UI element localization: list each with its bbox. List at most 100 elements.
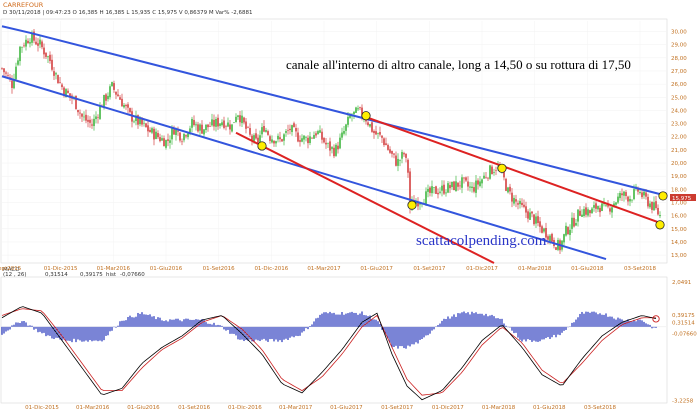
price-candle [483,175,485,179]
macd-histogram-bar [101,326,103,342]
price-candle [427,188,429,192]
price-candle [511,192,513,202]
macd-histogram-bar [61,326,63,341]
macd-histogram-bar [175,318,177,327]
macd-histogram-bar [239,326,241,340]
macd-histogram-bar [243,326,245,342]
macd-histogram-bar [249,326,251,340]
price-candle [611,207,613,213]
macd-histogram-bar [431,326,433,331]
circle-markers [257,111,668,230]
price-candle [451,181,453,188]
circle-marker [407,200,417,210]
price-candle [455,181,457,192]
price-candle [521,202,523,205]
macd-histogram-bar [237,326,239,340]
price-candle [649,203,651,208]
price-candle [241,115,243,124]
macd-histogram-bar [651,326,653,329]
price-candle [99,106,101,119]
macd-y-tick: 0,39175 [672,313,695,319]
price-candle [381,135,383,138]
macd-histogram-bar [7,326,9,331]
price-candle [477,180,479,185]
price-candle [145,123,147,128]
macd-histogram-bar [419,326,421,340]
trend-channels [1,25,663,264]
price-candle [59,82,61,83]
price-y-tick: 13,00 [671,253,687,259]
price-candle [639,192,641,194]
macd-histogram-bar [535,326,537,342]
macd-histogram-bar [261,326,263,340]
macd-histogram-bar [627,319,629,327]
price-candle [23,45,25,47]
macd-histogram-bar [459,313,461,327]
price-candle [233,122,235,123]
macd-histogram-bar [469,314,471,327]
circle-marker [257,141,267,151]
macd-x-tick: 01-Dic-2015 [25,405,59,411]
price-candle [571,217,573,229]
macd-y-tick: -3,2258 [672,398,694,404]
price-candle [77,109,79,113]
price-candle [91,124,93,126]
price-candle [597,206,599,210]
macd-histogram-bar [161,320,163,327]
price-candle [57,75,59,84]
price-candle [645,192,647,197]
price-candle [393,153,395,155]
price-candle [333,147,335,157]
macd-histogram-bar [641,320,643,327]
macd-histogram-bar [49,326,51,336]
price-candle [605,205,607,206]
macd-histogram-bar [573,322,575,327]
macd-histogram-bar [87,326,89,342]
price-candle [437,192,439,195]
price-candle [141,117,143,125]
macd-histogram-bar [159,317,161,327]
price-candle [49,54,51,61]
macd-histogram-bar [655,326,657,328]
macd-histogram-bar [125,320,127,327]
price-candle [61,84,63,88]
macd-histogram-bar [613,318,615,327]
macd-histogram-bar [5,326,7,332]
macd-histogram-bar [645,323,647,327]
macd-histogram-bar [481,313,483,327]
price-candle [271,139,273,143]
price-candle [19,46,21,62]
macd-histogram-bar [455,316,457,327]
macd-histogram-bar [223,326,225,330]
price-candle [621,193,623,196]
macd-histogram-bar [595,312,597,327]
macd-histogram-bar [565,326,567,330]
macd-histogram-bar [611,316,613,327]
price-candle [657,207,659,215]
price-candle [539,221,541,227]
price-candle [217,117,219,127]
macd-histogram-bar [33,326,35,330]
macd-histogram-bar [339,314,341,327]
macd-histogram-bar [19,322,21,327]
price-candle [231,124,233,132]
price-candle [11,80,13,88]
macd-histogram-bar [269,326,271,340]
macd-histogram-bar [233,326,235,334]
price-candle [299,140,301,142]
price-candle [211,119,213,126]
macd-histogram-bar [299,326,301,336]
price-candle [387,144,389,150]
price-candle [465,177,467,181]
price-candle [235,116,237,123]
macd-histogram-bar [639,319,641,327]
last-price-badge-label: 15,975 [672,196,692,202]
price-candle [469,186,471,188]
macd-x-tick: 01-Mar2017 [279,405,313,411]
price-candle [547,236,549,240]
macd-histogram-bar [9,326,11,330]
price-candle [113,83,115,90]
price-candle [15,66,17,80]
price-candle [167,139,169,141]
price-candle [127,104,129,108]
